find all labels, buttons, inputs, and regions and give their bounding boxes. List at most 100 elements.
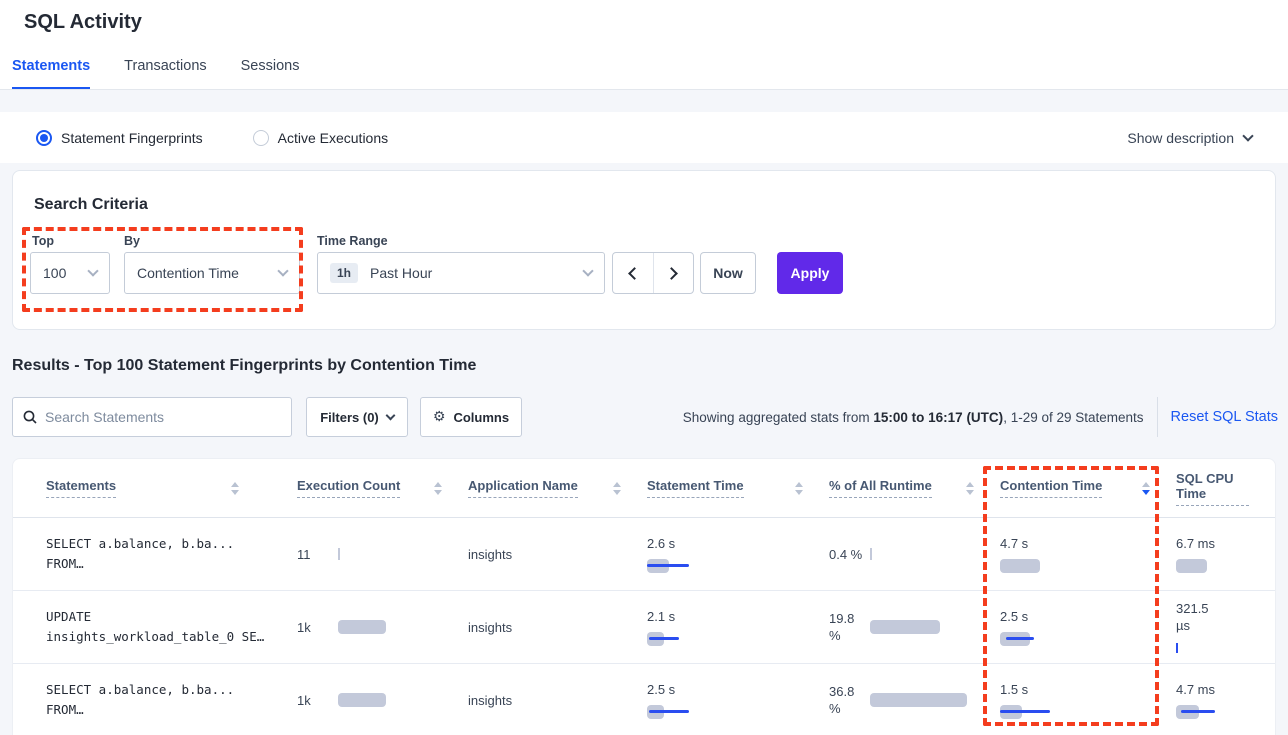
column-header-sql-cpu-time[interactable]: SQL CPU Time xyxy=(1176,459,1275,517)
statements-table: Statements Execution Count Application N… xyxy=(12,458,1276,735)
search-criteria-heading: Search Criteria xyxy=(34,196,148,213)
columns-button[interactable]: ⚙ Columns xyxy=(420,397,522,437)
statement-fingerprint-link[interactable]: SELECT a.balance, b.ba... FROM… xyxy=(46,536,235,571)
show-description-label: Show description xyxy=(1127,129,1234,146)
statement-fingerprint-link[interactable]: UPDATE insights_workload_table_0 SE… xyxy=(46,609,265,644)
results-summary: Showing aggregated stats from 15:00 to 1… xyxy=(682,409,1144,425)
filters-button[interactable]: Filters (0) xyxy=(306,397,408,437)
statement-time-bar xyxy=(647,559,777,573)
tab-sessions[interactable]: Sessions xyxy=(240,58,300,74)
tab-bar: Statements Transactions Sessions xyxy=(12,58,299,90)
search-input[interactable] xyxy=(45,409,281,425)
execution-count-cell: 11 xyxy=(297,518,468,590)
column-header-execution-count[interactable]: Execution Count xyxy=(297,459,468,517)
execution-count-bar xyxy=(338,693,468,707)
chevron-down-icon xyxy=(277,265,289,277)
execution-count-cell: 1k xyxy=(297,664,468,735)
statement-time-cell: 2.5 s xyxy=(647,664,829,735)
chevron-left-icon xyxy=(627,266,641,280)
radio-label: Statement Fingerprints xyxy=(61,129,203,146)
statement-time-bar xyxy=(647,705,777,719)
sort-icon[interactable] xyxy=(613,481,621,495)
chevron-down-icon xyxy=(582,265,594,277)
contention-time-cell: 2.5 s xyxy=(1000,591,1176,663)
by-label: By xyxy=(124,234,140,248)
radio-label: Active Executions xyxy=(277,129,389,146)
runtime-percent-cell: 36.8% xyxy=(829,664,1000,735)
runtime-percent-cell: 19.8% xyxy=(829,591,1000,663)
reset-sql-stats-link[interactable]: Reset SQL Stats xyxy=(1170,409,1278,425)
time-range-select[interactable]: 1h Past Hour xyxy=(317,252,605,294)
column-header-statements[interactable]: Statements xyxy=(46,459,297,517)
tab-transactions[interactable]: Transactions xyxy=(124,58,207,74)
top-select[interactable]: 100 xyxy=(30,252,110,294)
column-header-application-name[interactable]: Application Name xyxy=(468,459,647,517)
radio-unselected-icon[interactable] xyxy=(252,129,269,146)
apply-button[interactable]: Apply xyxy=(777,252,843,294)
contention-time-cell: 4.7 s xyxy=(1000,518,1176,590)
tab-bar-divider xyxy=(0,89,1288,90)
statement-time-cell: 2.6 s xyxy=(647,518,829,590)
sql-cpu-time-cell: 6.7 ms xyxy=(1176,518,1275,590)
by-select-value: Contention Time xyxy=(137,265,239,281)
gear-icon: ⚙ xyxy=(432,409,446,425)
now-button[interactable]: Now xyxy=(700,252,756,294)
time-range-badge: 1h xyxy=(330,263,359,283)
contention-time-bar xyxy=(1000,632,1130,646)
application-name-cell: insights xyxy=(468,692,513,708)
tab-statements[interactable]: Statements xyxy=(12,58,91,90)
sort-icon[interactable] xyxy=(795,481,803,495)
top-select-value: 100 xyxy=(43,265,67,281)
sort-icon[interactable] xyxy=(231,481,239,495)
results-heading: Results - Top 100 Statement Fingerprints… xyxy=(12,357,477,374)
summary-time-range: 15:00 to 16:17 (UTC) xyxy=(873,409,1004,425)
runtime-percent-bar xyxy=(870,693,1000,707)
page-title: SQL Activity xyxy=(24,11,142,33)
table-row[interactable]: UPDATE insights_workload_table_0 SE… 1k i… xyxy=(13,591,1275,664)
chevron-right-icon xyxy=(665,266,679,280)
show-description-toggle[interactable]: Show description xyxy=(1127,112,1254,163)
radio-selected-icon[interactable] xyxy=(36,129,52,146)
divider xyxy=(1156,397,1158,437)
sort-icon[interactable] xyxy=(1142,481,1150,495)
runtime-percent-bar xyxy=(870,547,1000,561)
column-header-statement-time[interactable]: Statement Time xyxy=(647,459,829,517)
table-row[interactable]: SELECT a.balance, b.ba... FROM… 1k insigh… xyxy=(13,664,1275,735)
next-time-button[interactable] xyxy=(652,253,694,293)
contention-time-bar xyxy=(1000,705,1130,719)
filters-label: Filters (0) xyxy=(320,409,379,425)
table-header-row: Statements Execution Count Application N… xyxy=(13,459,1275,518)
chevron-down-icon xyxy=(87,265,99,277)
by-select[interactable]: Contention Time xyxy=(124,252,300,294)
view-toggle-bar: Statement Fingerprints Active Executions… xyxy=(0,112,1288,163)
columns-label: Columns xyxy=(453,409,510,425)
sort-icon[interactable] xyxy=(434,481,442,495)
sql-cpu-time-cell: 4.7 ms xyxy=(1176,664,1275,735)
search-icon xyxy=(23,410,37,424)
sql-cpu-time-bar xyxy=(1176,559,1236,573)
table-row[interactable]: SELECT a.balance, b.ba... FROM… 11 insigh… xyxy=(13,518,1275,591)
chevron-down-icon xyxy=(385,410,396,420)
column-header-runtime-percent[interactable]: % of All Runtime xyxy=(829,459,1000,517)
time-range-nav xyxy=(612,252,694,294)
sql-cpu-time-bar xyxy=(1176,705,1236,719)
execution-count-bar xyxy=(338,547,468,561)
sql-cpu-time-cell: 321.5 µs xyxy=(1176,591,1275,663)
sql-cpu-time-bar xyxy=(1176,641,1236,655)
column-header-contention-time[interactable]: Contention Time xyxy=(1000,459,1176,517)
chevron-down-icon xyxy=(1242,129,1254,142)
contention-time-bar xyxy=(1000,559,1130,573)
top-label: Top xyxy=(32,234,54,248)
previous-time-button[interactable] xyxy=(613,253,653,293)
radio-statement-fingerprints[interactable]: Statement Fingerprints xyxy=(36,129,203,146)
runtime-percent-bar xyxy=(870,620,1000,634)
time-range-label: Time Range xyxy=(317,234,388,248)
execution-count-bar xyxy=(338,620,468,634)
sort-icon[interactable] xyxy=(966,481,974,495)
radio-active-executions[interactable]: Active Executions xyxy=(252,129,389,146)
statement-search[interactable] xyxy=(12,397,292,437)
statement-fingerprint-link[interactable]: SELECT a.balance, b.ba... FROM… xyxy=(46,682,235,717)
application-name-cell: insights xyxy=(468,619,513,635)
time-range-value: Past Hour xyxy=(370,265,433,281)
